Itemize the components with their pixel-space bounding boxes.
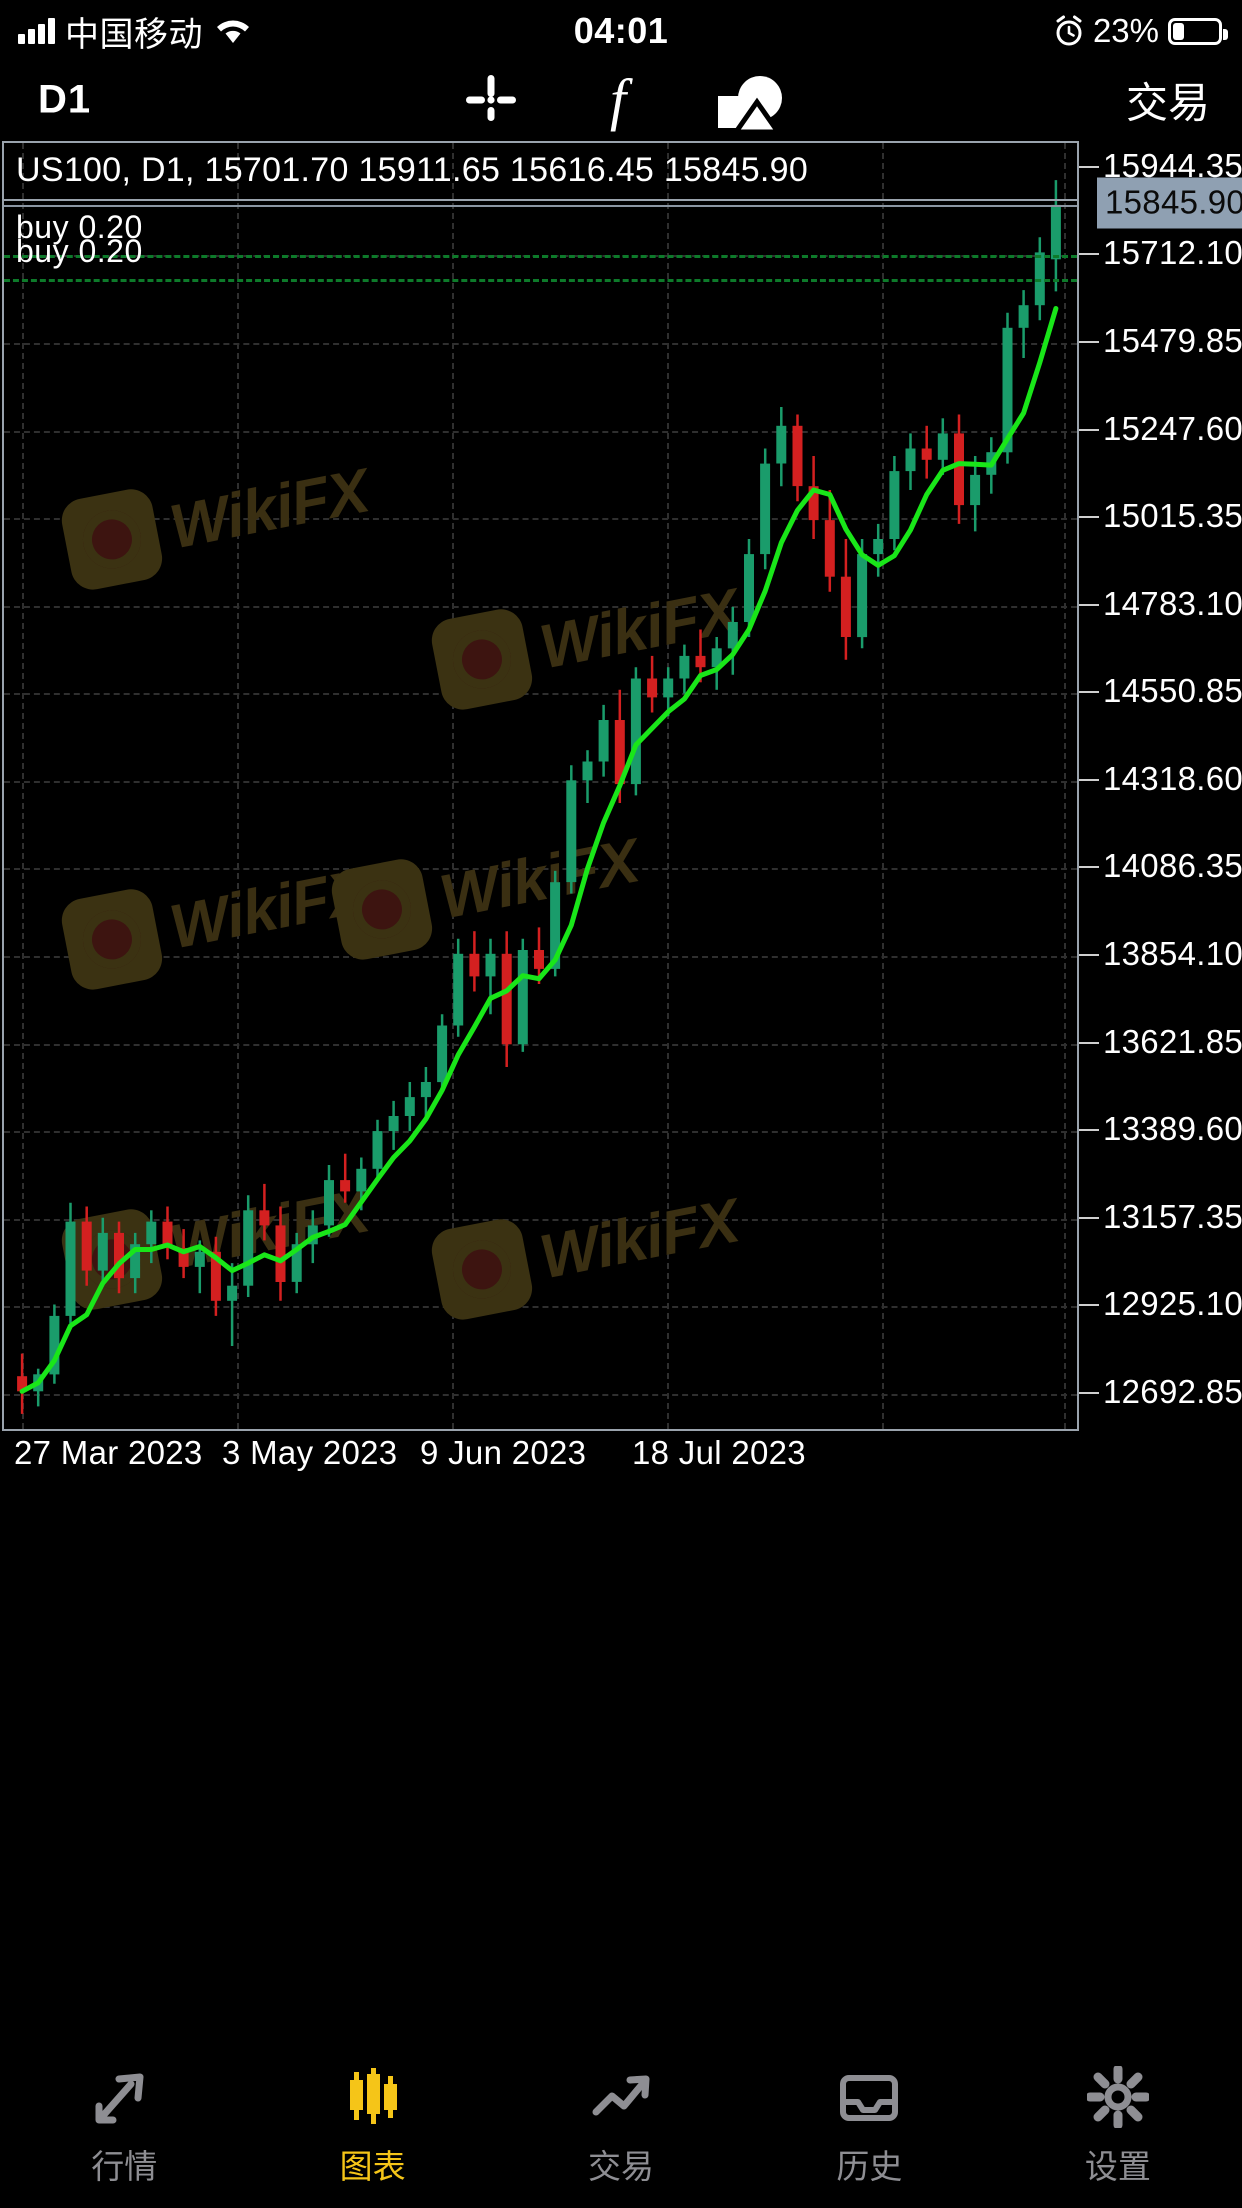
- carrier-label: 中国移动: [65, 15, 203, 54]
- price-tick-label: 14783.10: [1103, 584, 1242, 622]
- bottom-navigation: 行情 图表 交易 历史 设置: [0, 2048, 1242, 2208]
- svg-text:f: f: [610, 67, 633, 132]
- price-tick: [1079, 340, 1099, 343]
- indicators-f-icon[interactable]: f: [581, 65, 661, 135]
- price-tick-label: 13854.10: [1103, 935, 1242, 973]
- order-line[interactable]: [4, 278, 1077, 282]
- price-tick: [1079, 603, 1099, 606]
- chart-info-line: US100, D1, 15701.70 15911.65 15616.45 15…: [16, 151, 809, 189]
- toolbar-icon-group: f: [451, 62, 791, 138]
- nav-item-history[interactable]: 历史: [745, 2048, 993, 2208]
- current-price-badge: 15845.90: [1097, 177, 1242, 229]
- current-price-line: [4, 204, 1077, 207]
- date-axis: 27 Mar 2023 3 May 2023 9 Jun 2023 18 Jul 20…: [0, 1434, 1242, 1474]
- price-tick: [1079, 516, 1099, 519]
- date-tick-label: 9 Jun 2023: [420, 1434, 587, 1471]
- status-bar-right: 23%: [1054, 12, 1228, 50]
- status-bar-left: 中国移动: [18, 7, 253, 56]
- price-tick: [1079, 866, 1099, 869]
- date-tick-label: 3 May 2023: [222, 1434, 398, 1471]
- wifi-icon: [213, 16, 253, 46]
- price-tick-label: 13389.60: [1103, 1110, 1242, 1148]
- trade-button[interactable]: 交易: [1125, 79, 1210, 127]
- price-tick-label: 12692.85: [1103, 1372, 1242, 1410]
- order-line[interactable]: [4, 255, 1077, 259]
- nav-item-label: 历史: [836, 2148, 903, 2185]
- price-tick-label: 15015.35: [1103, 497, 1242, 535]
- date-tick-label: 18 Jul 2023: [632, 1434, 806, 1471]
- status-bar-time: 04:01: [573, 10, 669, 51]
- order-label[interactable]: buy 0.20: [16, 232, 143, 269]
- price-tick-label: 14550.85: [1103, 672, 1242, 710]
- candlestick-series: [17, 180, 1061, 1414]
- timeframe-button[interactable]: D1: [38, 77, 92, 122]
- price-tick: [1079, 1041, 1099, 1044]
- nav-item-label: 行情: [91, 2148, 158, 2185]
- crosshair-icon[interactable]: [451, 65, 531, 135]
- nav-item-label: 图表: [339, 2148, 406, 2185]
- gear-icon: [1086, 2064, 1149, 2130]
- price-tick: [1079, 165, 1099, 168]
- price-tick-label: 15712.10: [1103, 234, 1242, 272]
- nav-item-trade[interactable]: 交易: [497, 2048, 745, 2208]
- price-tick-label: 15247.60: [1103, 409, 1242, 447]
- date-tick-label: 27 Mar 2023: [14, 1434, 203, 1471]
- price-tick-label: 14086.35: [1103, 847, 1242, 885]
- price-tick: [1079, 954, 1099, 957]
- price-tick-label: 13621.85: [1103, 1022, 1242, 1060]
- nav-item-charts[interactable]: 图表: [248, 2048, 496, 2208]
- trade-arrow-icon: [590, 2064, 652, 2130]
- price-axis[interactable]: 15944.35 15712.10 15479.85 15247.60 15015.35…: [1079, 141, 1242, 1431]
- history-inbox-icon: [838, 2064, 900, 2130]
- nav-item-label: 设置: [1084, 2148, 1151, 2185]
- price-tick-label: 12925.10: [1103, 1285, 1242, 1323]
- battery-percent-label: 23%: [1092, 12, 1159, 49]
- status-bar: 中国移动 04:01 23%: [0, 0, 1242, 62]
- price-tick-label: 13157.35: [1103, 1197, 1242, 1235]
- price-tick: [1079, 691, 1099, 694]
- price-tick: [1079, 1216, 1099, 1219]
- chart-toolbar: D1 f: [0, 62, 1242, 138]
- order-label[interactable]: buy 0.20: [16, 209, 143, 246]
- price-tick: [1079, 1129, 1099, 1132]
- objects-icon[interactable]: [711, 65, 791, 135]
- info-separator: [4, 199, 1077, 201]
- chart-plot[interactable]: US100, D1, 15701.70 15911.65 15616.45 15…: [2, 141, 1079, 1431]
- battery-icon: [1168, 17, 1228, 45]
- price-tick: [1079, 1304, 1099, 1307]
- price-tick: [1079, 778, 1099, 781]
- price-tick: [1079, 428, 1099, 431]
- alarm-clock-icon: [1054, 15, 1084, 47]
- quotes-arrow-icon: [93, 2064, 155, 2130]
- signal-bars-icon: [18, 18, 55, 44]
- moving-average-line: [19, 306, 1059, 1394]
- nav-item-settings[interactable]: 设置: [994, 2048, 1242, 2208]
- price-tick-label: 15479.85: [1103, 321, 1242, 359]
- nav-item-quotes[interactable]: 行情: [0, 2048, 248, 2208]
- candlestick-chart-icon: [342, 2064, 404, 2130]
- nav-item-label: 交易: [588, 2148, 655, 2185]
- price-tick-label: 14318.60: [1103, 759, 1242, 797]
- chart-area[interactable]: US100, D1, 15701.70 15911.65 15616.45 15…: [0, 138, 1242, 1471]
- price-tick: [1079, 253, 1099, 256]
- price-tick: [1079, 1391, 1099, 1394]
